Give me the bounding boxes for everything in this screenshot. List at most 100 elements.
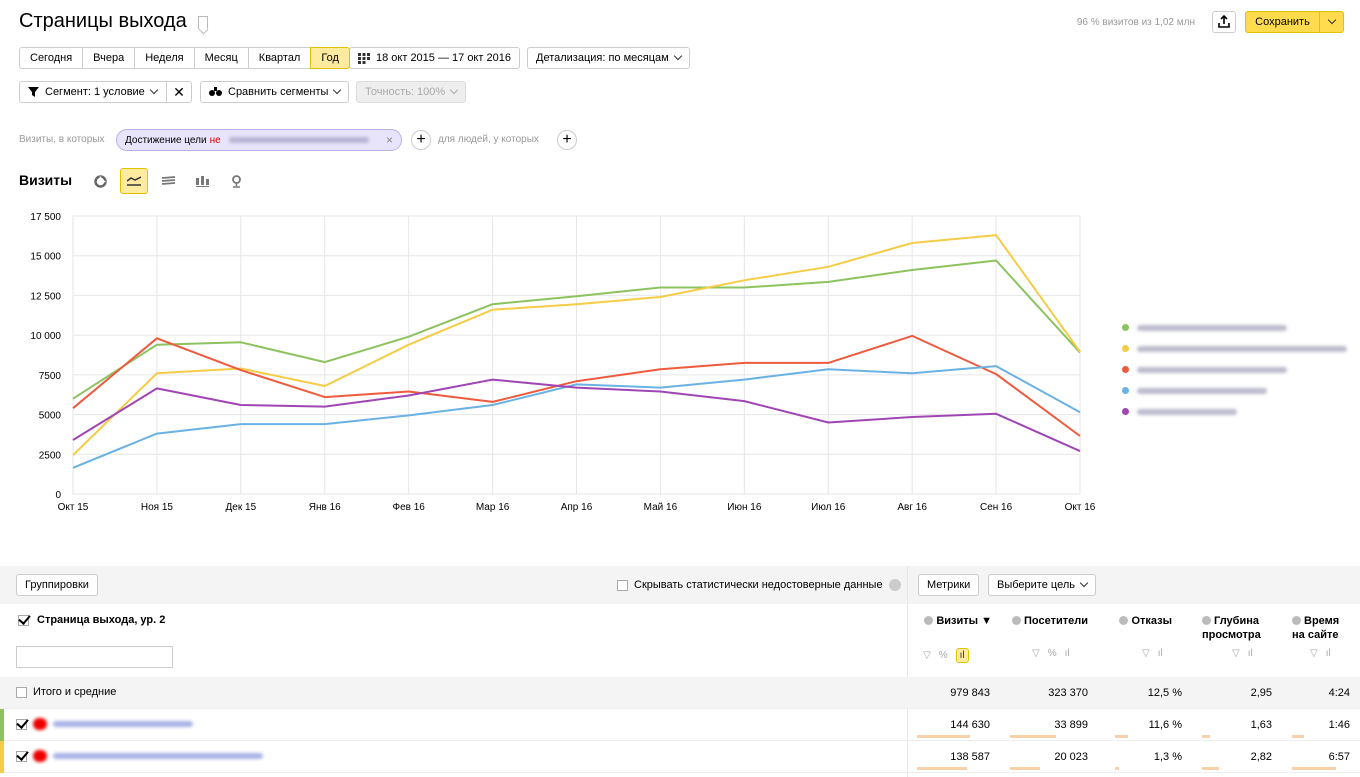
- bar-chart-icon[interactable]: ıl: [1157, 648, 1163, 659]
- gear-icon[interactable]: [888, 579, 901, 591]
- total-bounces: 12,5 %: [1147, 687, 1182, 699]
- totals-label: Итого и средние: [33, 686, 117, 698]
- help-icon[interactable]: [1292, 616, 1301, 625]
- condition-chip-label: Достижение цели: [125, 134, 207, 146]
- area-chart-button[interactable]: [154, 168, 182, 194]
- legend-label: [1137, 408, 1237, 415]
- period-selector: Сегодня Вчера Неделя Месяц Квартал Год: [19, 47, 350, 69]
- scales-icon: [209, 87, 222, 96]
- chart-legend: [1122, 317, 1347, 422]
- line-chart-icon: [127, 176, 141, 186]
- save-dropdown[interactable]: [1319, 12, 1343, 32]
- column-visits[interactable]: Визиты ▼: [920, 614, 992, 628]
- row-color-stripe: [0, 741, 4, 773]
- row-url-link[interactable]: [53, 753, 263, 759]
- date-range-button[interactable]: 18 окт 2015 — 17 окт 2016: [349, 47, 520, 69]
- x-tick-label: Мар 16: [476, 502, 510, 513]
- legend-dot: [1122, 345, 1129, 352]
- dimension-label[interactable]: Страница выхода, ур. 2: [37, 614, 166, 626]
- filter-icon[interactable]: ▽: [1032, 648, 1040, 659]
- export-button[interactable]: [1212, 11, 1236, 33]
- bar-chart-icon[interactable]: ıl: [1064, 648, 1070, 659]
- help-icon[interactable]: [1119, 616, 1129, 625]
- row-visitors-bar: [1010, 735, 1056, 738]
- remove-condition-icon[interactable]: ×: [385, 133, 393, 147]
- period-week[interactable]: Неделя: [134, 47, 195, 69]
- x-tick-label: Сен 16: [980, 502, 1013, 513]
- percent-icon[interactable]: %: [938, 650, 948, 661]
- table-row[interactable]: 144 630 33 899 11,6 % 1,63 1:46: [0, 709, 1360, 741]
- period-month[interactable]: Месяц: [193, 47, 249, 69]
- column-time[interactable]: Время на сайте: [1292, 615, 1340, 641]
- legend-item[interactable]: [1122, 401, 1347, 422]
- grouping-button[interactable]: Группировки: [16, 574, 98, 596]
- pie-chart-button[interactable]: [86, 168, 114, 194]
- filter-icon: [28, 87, 39, 97]
- filter-icon[interactable]: ▽: [1232, 648, 1240, 659]
- clear-segment-button[interactable]: ✕: [166, 81, 192, 103]
- period-today[interactable]: Сегодня: [19, 47, 84, 69]
- total-depth: 2,95: [1250, 687, 1272, 699]
- column-depth[interactable]: Глубина просмотра: [1202, 615, 1261, 641]
- legend-item[interactable]: [1122, 338, 1347, 359]
- legend-item[interactable]: [1122, 317, 1347, 338]
- percent-icon[interactable]: %: [1047, 648, 1057, 659]
- column-visitors[interactable]: Посетители: [1000, 614, 1088, 628]
- bar-chart-icon[interactable]: ıl: [1247, 648, 1253, 659]
- legend-dot: [1122, 387, 1129, 394]
- date-range-label: 18 окт 2015 — 17 окт 2016: [376, 52, 511, 64]
- legend-item[interactable]: [1122, 380, 1347, 401]
- bar-chart-button[interactable]: [188, 168, 216, 194]
- dimension-checkbox[interactable]: [18, 614, 29, 626]
- condition-chip[interactable]: Достижение цели не ×: [116, 129, 402, 151]
- series-line[interactable]: [72, 259, 1081, 400]
- row-visits: 144 630: [950, 719, 990, 731]
- totals-checkbox[interactable]: [16, 686, 27, 698]
- people-condition-label: для людей, у которых: [438, 134, 539, 145]
- help-icon[interactable]: [1202, 616, 1211, 625]
- row-time: 6:57: [1328, 751, 1350, 763]
- period-quarter[interactable]: Квартал: [247, 47, 312, 69]
- add-people-condition-button[interactable]: +: [557, 130, 577, 150]
- period-yesterday[interactable]: Вчера: [82, 47, 136, 69]
- period-year[interactable]: Год: [310, 47, 350, 69]
- help-icon[interactable]: [1012, 616, 1022, 625]
- row-visitors: 33 899: [1054, 719, 1088, 731]
- segment-button[interactable]: Сегмент: 1 условие: [19, 81, 167, 103]
- line-chart-button[interactable]: [120, 168, 148, 194]
- favicon: [33, 750, 47, 762]
- filter-icon[interactable]: ▽: [1310, 648, 1318, 659]
- dimension-filter-input[interactable]: [16, 646, 173, 668]
- row-checkbox[interactable]: [16, 718, 27, 730]
- bar-chart-icon[interactable]: ıl: [955, 648, 969, 663]
- pie-chart-icon: [93, 174, 107, 188]
- map-chart-button[interactable]: [222, 168, 250, 194]
- metrics-button[interactable]: Метрики: [918, 574, 980, 596]
- series-line[interactable]: [72, 334, 1081, 437]
- filter-icon[interactable]: ▽: [1142, 648, 1150, 659]
- row-url-link[interactable]: [53, 721, 193, 727]
- bookmark-icon[interactable]: [198, 16, 208, 29]
- add-visit-condition-button[interactable]: +: [411, 130, 431, 150]
- row-time-bar: [1292, 767, 1336, 770]
- series-line[interactable]: [72, 378, 1081, 453]
- save-button[interactable]: Сохранить: [1245, 11, 1344, 33]
- hide-unreliable-checkbox[interactable]: [617, 579, 628, 591]
- table-row[interactable]: 138 587 20 023 1,3 % 2,82 6:57: [0, 741, 1360, 773]
- row-label: [16, 750, 263, 762]
- detail-dropdown[interactable]: Детализация: по месяцам: [527, 47, 690, 69]
- x-tick-label: Дек 15: [226, 502, 257, 513]
- bar-chart-icon[interactable]: ıl: [1325, 648, 1331, 659]
- compare-segments-button[interactable]: Сравнить сегменты: [200, 81, 350, 103]
- legend-item[interactable]: [1122, 359, 1347, 380]
- column-bounces-tools: ▽ ıl: [1142, 648, 1163, 659]
- help-icon[interactable]: [924, 616, 934, 625]
- filter-icon[interactable]: ▽: [923, 650, 931, 661]
- column-bounces[interactable]: Отказы: [1100, 614, 1172, 628]
- goal-dropdown[interactable]: Выберите цель: [988, 574, 1096, 596]
- row-checkbox[interactable]: [16, 750, 27, 762]
- hide-unreliable-toggle[interactable]: Скрывать статистически недостоверные дан…: [617, 579, 901, 591]
- row-time: 1:46: [1328, 719, 1350, 731]
- series-line[interactable]: [72, 234, 1081, 456]
- series-line[interactable]: [72, 365, 1081, 469]
